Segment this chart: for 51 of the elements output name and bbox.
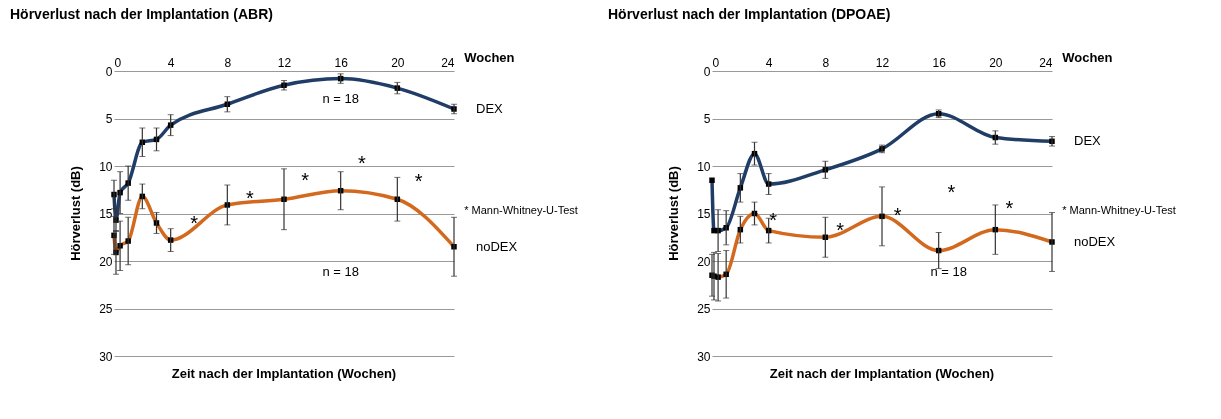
y-tick-label: 15 xyxy=(99,207,113,221)
x-axis-title: Zeit nach der Implantation (Wochen) xyxy=(769,366,995,381)
text: * Mann-Whitney-U-Test xyxy=(464,203,578,216)
y-tick-label: 10 xyxy=(99,159,113,174)
y-tick-label: 25 xyxy=(99,302,113,316)
x-tick-label: 8 xyxy=(224,55,232,70)
annotation: * xyxy=(893,203,902,226)
annotation: * xyxy=(836,219,845,242)
y-axis-title: Hörverlust (dB) xyxy=(666,166,681,261)
y-axis-title: Hörverlust (dB) xyxy=(68,166,83,261)
series-label: DEX xyxy=(1074,133,1102,149)
series-label: noDEX xyxy=(1074,234,1116,249)
y-tick-label: 30 xyxy=(697,349,711,364)
text: * Mann-Whitney-U-Test xyxy=(1062,203,1176,216)
annotation: * xyxy=(947,180,956,203)
annotation: * xyxy=(190,212,199,235)
series-label: DEX xyxy=(476,101,504,116)
annotation: n = 18 xyxy=(322,264,360,280)
x-tick-label: 24 xyxy=(441,55,455,70)
annotation: n = 18 xyxy=(322,90,360,106)
annotation: * xyxy=(414,170,423,193)
y-tick-label: 20 xyxy=(697,254,711,269)
x-tick-label: 24 xyxy=(1039,55,1053,70)
x-tick-label: 4 xyxy=(167,55,175,70)
annotation: * xyxy=(301,168,310,191)
x-tick-label: 16 xyxy=(932,55,947,70)
x-tick-label: 12 xyxy=(277,55,292,70)
y-tick-label: 25 xyxy=(697,302,711,316)
annotation: * xyxy=(1005,197,1014,220)
annotation: n = 18 xyxy=(930,264,967,280)
series-label: noDEX xyxy=(476,238,518,254)
x-tick-label: 20 xyxy=(989,55,1003,70)
x-axis-title: Zeit nach der Implantation (Wochen) xyxy=(171,366,397,381)
chart-title: Hörverlust nach der Implantation (ABR) xyxy=(10,6,273,23)
y-tick-label: 30 xyxy=(99,349,113,364)
y-tick-label: 15 xyxy=(697,207,711,221)
annotation: * xyxy=(357,152,366,175)
y-tick-label: 5 xyxy=(703,112,711,126)
chart-title: Hörverlust nach der Implantation (DPOAE) xyxy=(608,6,891,23)
y-tick-label: 20 xyxy=(99,254,113,269)
x-tick-label: 20 xyxy=(391,55,405,70)
x-tick-label: 4 xyxy=(765,55,773,70)
annotation: * xyxy=(769,209,778,232)
x-tick-label: 12 xyxy=(875,55,890,70)
y-tick-label: 5 xyxy=(105,112,113,126)
text: Wochen xyxy=(464,50,515,66)
x-tick-label: 8 xyxy=(822,55,830,70)
annotation: * xyxy=(246,186,255,209)
y-tick-label: 10 xyxy=(697,159,711,174)
text: Wochen xyxy=(1062,50,1113,66)
x-tick-label: 16 xyxy=(334,55,349,70)
